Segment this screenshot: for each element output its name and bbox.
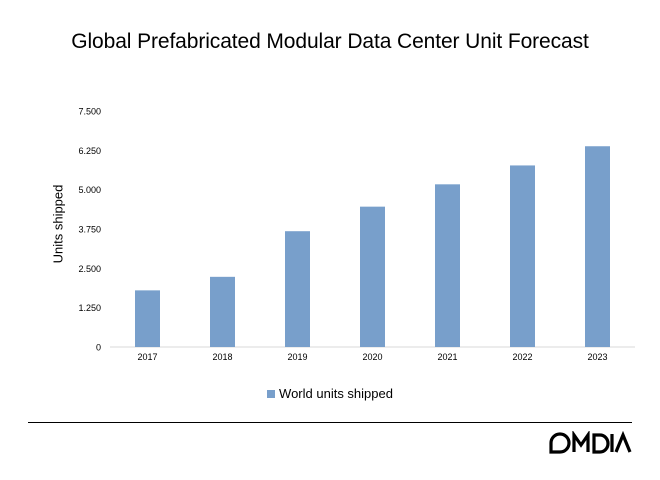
y-tick-label: 6.250: [78, 146, 101, 156]
y-tick-labels: 0 1.250 2.500 3.750 5.000 6.250 7.500: [78, 107, 101, 353]
legend-swatch: [267, 390, 276, 398]
omdia-logo: [549, 431, 632, 454]
x-tick-label: 2018: [212, 352, 232, 362]
legend: World units shipped: [0, 386, 660, 401]
x-tick-label: 2022: [512, 352, 532, 362]
y-tick-label: 5.000: [78, 185, 101, 195]
bar-2022: [510, 165, 535, 347]
bar-2018: [210, 276, 235, 347]
bar-2017: [135, 290, 160, 347]
chart-title: Global Prefabricated Modular Data Center…: [71, 30, 589, 53]
bar-2020: [360, 206, 385, 347]
x-tick-label: 2023: [587, 352, 607, 362]
y-tick-label: 3.750: [78, 225, 101, 235]
x-tick-label: 2020: [362, 352, 382, 362]
x-tick-label: 2017: [137, 352, 157, 362]
y-tick-label: 7.500: [78, 107, 101, 117]
y-tick-label: 2.500: [78, 264, 101, 274]
y-tick-label: 0: [96, 343, 101, 353]
x-tick-labels: 2017 2018 2019 2020 2021 2022 2023: [137, 352, 607, 362]
footer-divider: [28, 422, 632, 423]
bar-2021: [435, 184, 460, 347]
y-tick-label: 1.250: [78, 303, 101, 313]
bars-group: [135, 146, 610, 347]
bar-2023: [585, 146, 610, 347]
x-tick-label: 2021: [437, 352, 457, 362]
bar-2019: [285, 231, 310, 347]
x-tick-label: 2019: [287, 352, 307, 362]
legend-label: World units shipped: [279, 386, 393, 401]
